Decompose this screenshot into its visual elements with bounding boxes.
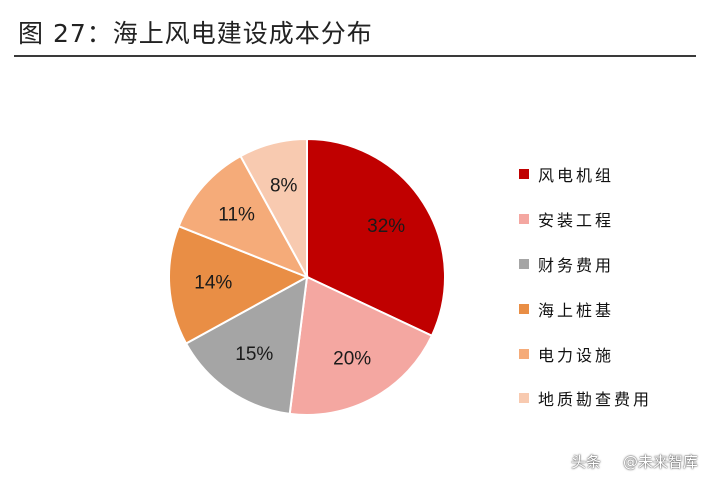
legend-swatch <box>519 393 529 404</box>
slice-value-label: 8% <box>270 176 298 197</box>
legend-label: 财务费用 <box>538 255 615 275</box>
title-divider <box>14 55 696 57</box>
pie-slice <box>184 275 309 416</box>
slice-value-label: 15% <box>235 344 273 365</box>
legend-item: 海上桩基 <box>519 286 652 331</box>
legend-swatch <box>519 303 529 314</box>
legend-item: 安装工程 <box>519 197 652 242</box>
legend-swatch <box>519 258 529 269</box>
pie-slice <box>288 275 434 416</box>
legend-label: 安装工程 <box>538 211 615 231</box>
legend-swatch <box>519 348 529 359</box>
watermark-handle: @未来智库 <box>622 453 698 471</box>
legend-item: 电力设施 <box>519 331 652 376</box>
watermark: 头条 @未来智库 <box>571 451 698 472</box>
legend-label: 电力设施 <box>538 345 615 365</box>
legend-item: 财务费用 <box>519 242 652 287</box>
legend-label: 风电机组 <box>538 166 615 186</box>
legend-swatch <box>519 169 529 180</box>
pie-slice <box>177 154 310 279</box>
legend-item: 风电机组 <box>519 152 652 197</box>
wechat-icon <box>604 455 620 468</box>
pie-slice <box>239 137 308 278</box>
watermark-prefix: 头条 <box>570 453 601 471</box>
slice-value-label: 11% <box>218 204 255 225</box>
legend-item: 地质勘查费用 <box>519 376 652 421</box>
slice-value-label: 20% <box>333 349 371 370</box>
legend-label: 地质勘查费用 <box>538 390 653 410</box>
pie-slice <box>306 137 446 338</box>
legend-label: 海上桩基 <box>538 300 615 320</box>
pie-slice <box>168 224 310 345</box>
legend-swatch <box>519 214 529 225</box>
chart-title: 图 27：海上风电建设成本分布 <box>18 19 373 48</box>
slice-value-label: 32% <box>367 216 405 237</box>
chart-legend: 风电机组安装工程财务费用海上桩基电力设施地质勘查费用 <box>519 152 652 421</box>
slice-value-label: 14% <box>194 272 232 293</box>
